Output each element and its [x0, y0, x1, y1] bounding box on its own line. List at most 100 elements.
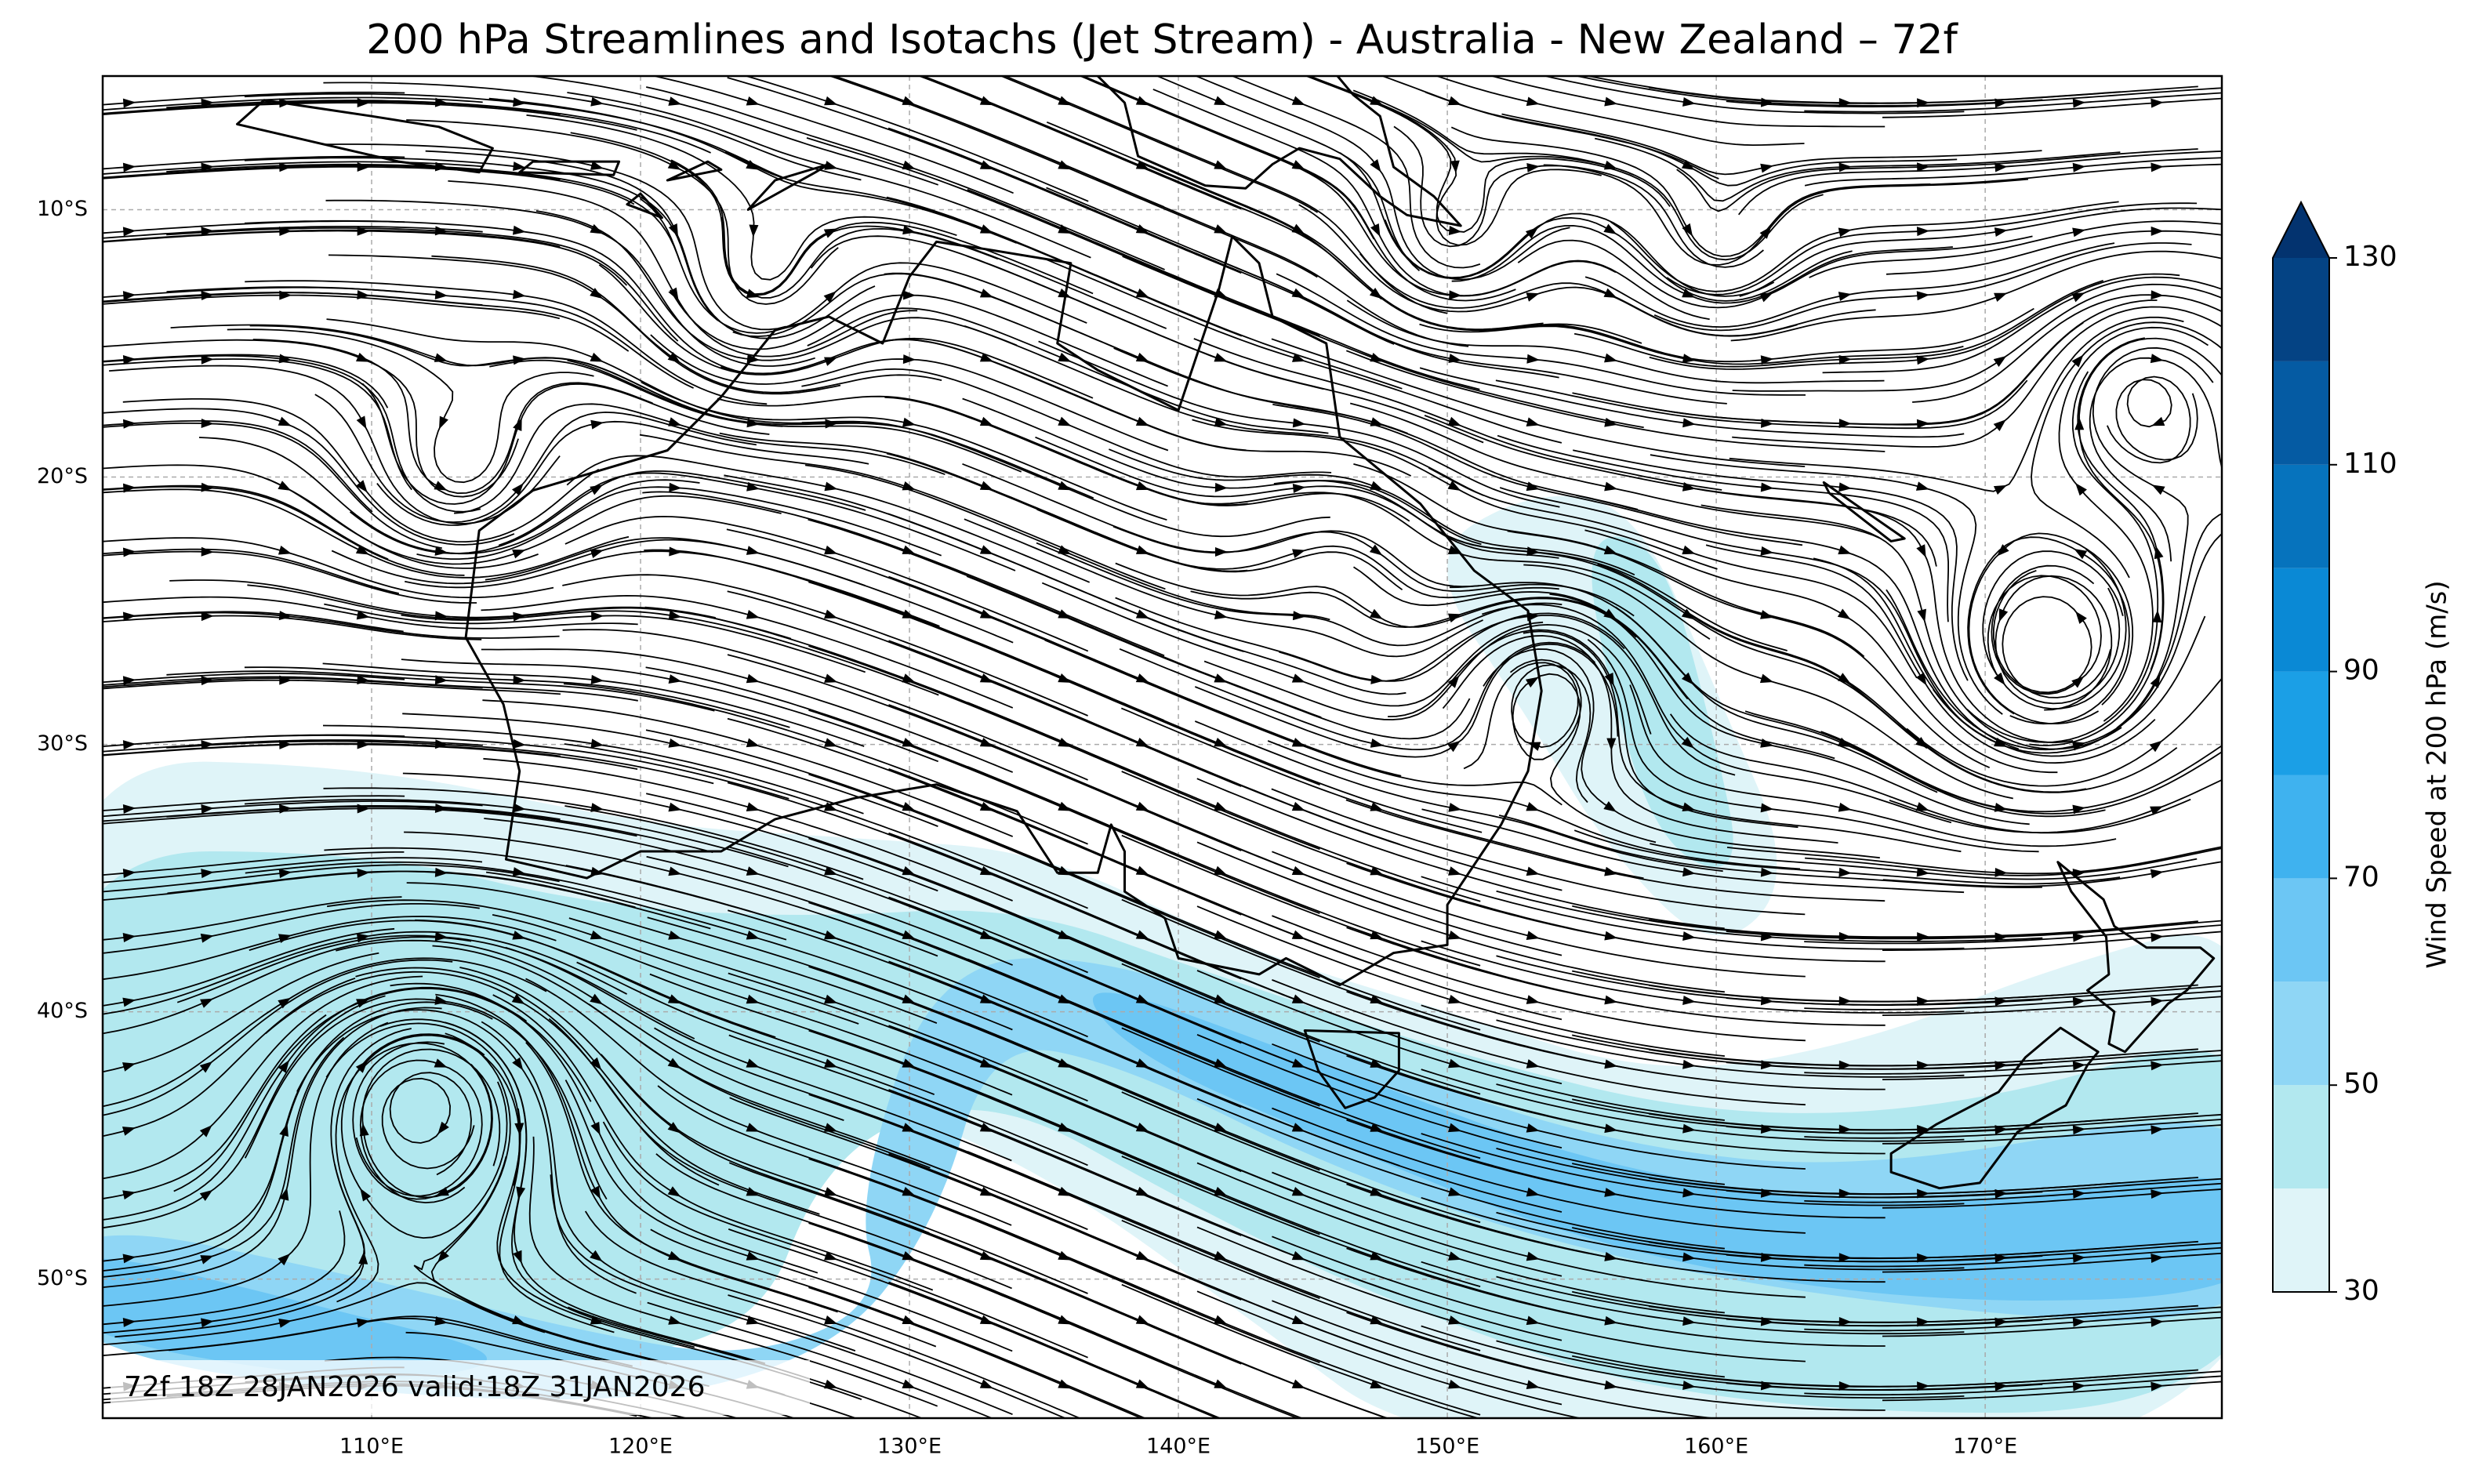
- streamline-arrow: [1838, 482, 1852, 492]
- streamline-arrow: [979, 224, 993, 234]
- streamline-arrow: [1526, 802, 1540, 811]
- streamline: [1194, 76, 1570, 281]
- map-frame: [101, 74, 2223, 1420]
- streamline-arrow: [1135, 96, 1149, 106]
- streamline-arrow: [668, 1315, 682, 1325]
- streamline-arrow: [1058, 224, 1072, 234]
- streamline-arrow: [434, 739, 448, 749]
- streamline-arrow: [1291, 353, 1306, 362]
- coastline: [464, 235, 1543, 986]
- streamline-arrow: [512, 289, 526, 299]
- streamline-arrow: [1058, 352, 1072, 362]
- streamline: [103, 548, 400, 594]
- streamline-arrow: [1214, 801, 1228, 811]
- streamline: [1595, 137, 2121, 202]
- streamline-arrow: [278, 1060, 289, 1073]
- lat-tick-label: 20°S: [37, 464, 88, 488]
- streamline-arrow: [122, 997, 136, 1007]
- streamline-arrow: [1449, 290, 1462, 300]
- streamline-arrow: [1682, 931, 1696, 942]
- streamline-arrow: [902, 354, 916, 365]
- streamline-arrow: [1917, 1188, 1930, 1199]
- streamline-arrow: [1214, 1058, 1228, 1068]
- streamline-arrow: [590, 288, 603, 299]
- streamline-arrow: [1917, 1317, 1930, 1327]
- streamline-arrow: [201, 804, 214, 814]
- streamline: [645, 666, 1165, 850]
- streamline-arrow: [1603, 223, 1617, 234]
- streamline-arrow: [824, 1123, 838, 1132]
- streamline-arrow: [1214, 547, 1228, 557]
- streamline-arrow: [2151, 932, 2164, 942]
- streamline-arrow: [356, 415, 367, 430]
- streamline-arrow: [201, 869, 214, 879]
- streamline-arrow: [1526, 611, 1540, 622]
- streamline-arrow: [824, 481, 838, 492]
- streamline-arrow: [1682, 418, 1696, 428]
- streamline-arrow: [1526, 546, 1540, 557]
- streamline-arrow: [1291, 801, 1305, 811]
- streamline: [570, 132, 999, 299]
- coastlines: [236, 76, 2216, 1190]
- streamline-arrow: [2150, 354, 2164, 364]
- streamline-arrow: [511, 483, 524, 496]
- streamline: [1044, 702, 1563, 891]
- lat-tick-label: 50°S: [37, 1266, 88, 1290]
- streamline: [1359, 253, 1876, 337]
- streamline-arrow: [590, 1057, 602, 1070]
- streamline: [526, 114, 957, 281]
- streamline-arrow: [1448, 931, 1462, 940]
- streamline-arrow: [1526, 1187, 1540, 1197]
- streamline-arrow: [1370, 674, 1384, 684]
- colorbar-tick-label: 90: [2343, 655, 2379, 687]
- streamline-arrow: [590, 419, 604, 430]
- streamline-arrow: [2151, 996, 2164, 1007]
- streamline-arrow: [434, 161, 448, 172]
- streamline-arrow: [2149, 740, 2163, 753]
- streamline-arrow: [1993, 484, 2007, 495]
- streamline-arrow: [279, 1187, 289, 1201]
- streamline-arrow: [1058, 416, 1072, 426]
- colorbar: 30 50 70 90 110 130: [2272, 200, 2397, 1307]
- streamline-arrow: [2072, 1189, 2086, 1199]
- streamline-arrow: [1760, 482, 1774, 492]
- streamline-arrow: [1526, 96, 1540, 107]
- streamline-arrow: [1682, 1059, 1696, 1069]
- streamline-arrow: [357, 675, 370, 685]
- streamline: [1304, 76, 1671, 233]
- streamline-arrow: [1993, 419, 2006, 432]
- streamline: [720, 217, 1167, 329]
- streamline-arrow: [824, 1315, 838, 1325]
- streamline-arrow: [746, 1251, 760, 1261]
- streamline: [1139, 161, 1642, 344]
- streamline-arrow: [1838, 292, 1852, 301]
- streamline-arrow: [201, 354, 214, 365]
- streamline-arrow: [590, 1250, 603, 1262]
- streamline-arrow: [1135, 352, 1149, 362]
- streamline-arrow: [2071, 676, 2085, 688]
- streamline-arrow: [1759, 673, 1773, 684]
- streamline-arrow: [122, 291, 136, 301]
- streamline-arrow: [1994, 227, 2008, 237]
- streamline-arrow: [1447, 96, 1461, 106]
- streamline-arrow: [1917, 1124, 1930, 1134]
- colorbar-segment: [2273, 568, 2329, 672]
- streamline-arrow: [278, 869, 292, 879]
- streamline-arrow: [434, 803, 448, 813]
- streamline-arrow: [1604, 417, 1618, 427]
- streamline: [887, 127, 1395, 345]
- colorbar-segment: [2273, 981, 2329, 1086]
- streamline-arrow: [2154, 546, 2164, 560]
- streamline: [1932, 513, 2222, 754]
- streamline-arrow: [2072, 1381, 2086, 1391]
- streamline-arrow: [1291, 738, 1305, 747]
- streamline-arrow: [1604, 866, 1618, 876]
- streamline-arrow: [1214, 1379, 1228, 1389]
- streamline-arrow: [746, 994, 760, 1004]
- streamline: [884, 396, 1410, 522]
- streamline-arrow: [358, 1251, 368, 1264]
- streamline-arrow: [1058, 609, 1072, 619]
- streamline-arrow: [1058, 481, 1072, 491]
- streamline-arrow: [2151, 1061, 2164, 1071]
